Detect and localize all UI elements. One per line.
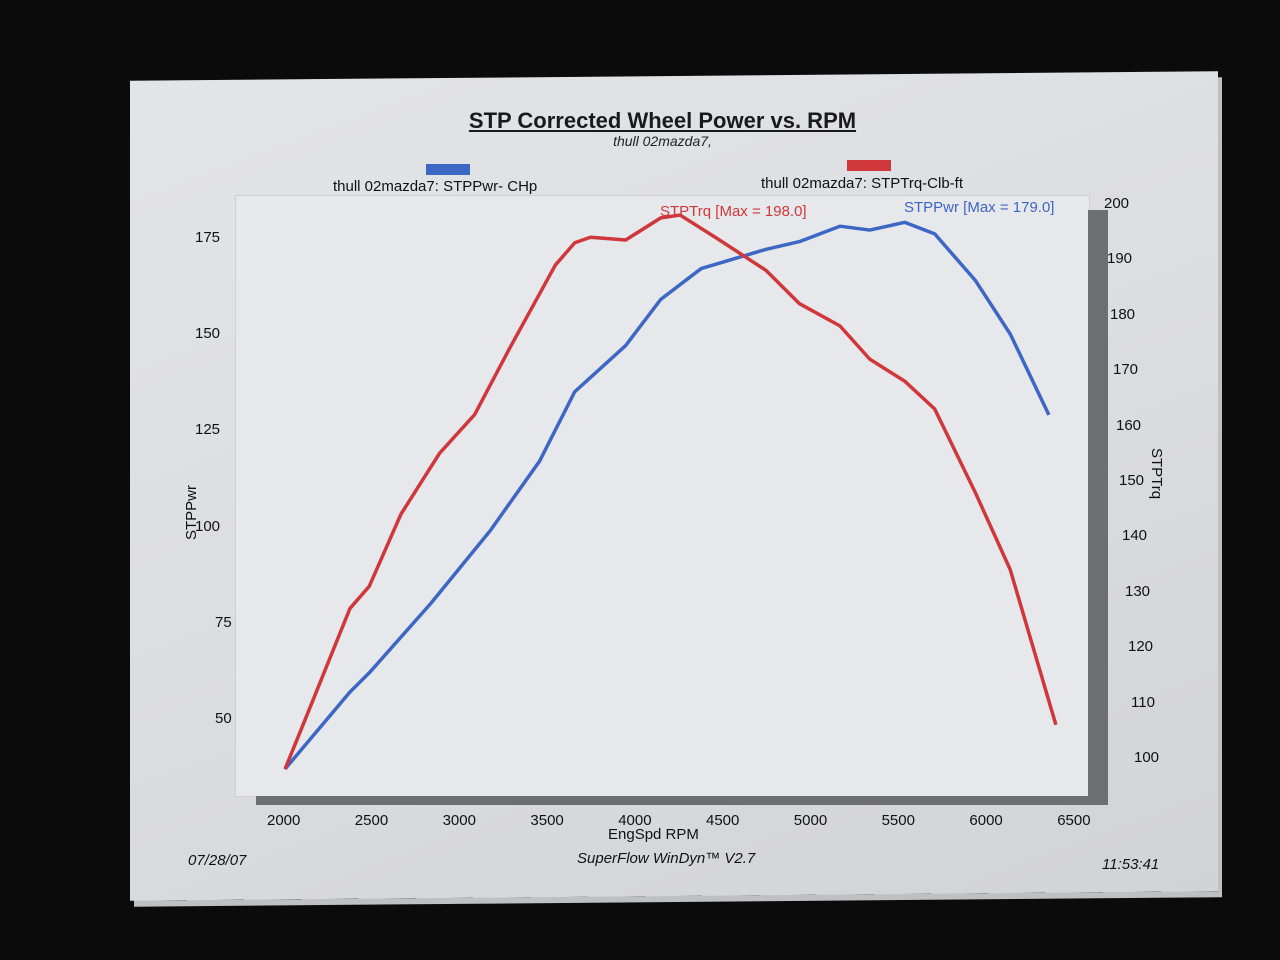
y-right-tick-label: 170 — [1113, 361, 1139, 379]
y-right-tick-label: 140 — [1122, 527, 1148, 545]
legend-swatch-torque — [847, 160, 891, 171]
torque-max-annotation: STPTrq [Max = 198.0] — [660, 203, 807, 220]
chart-title: STP Corrected Wheel Power vs. RPM — [468, 108, 857, 133]
y-left-tick-label: 75 — [215, 613, 232, 631]
y-right-tick-label: 180 — [1110, 305, 1136, 323]
y-right-tick-label: 100 — [1134, 749, 1160, 766]
power-max-annotation: STPPwr [Max = 179.0] — [904, 199, 1055, 216]
y-right-tick-label: 110 — [1131, 693, 1155, 711]
plot-shadow-right — [1088, 210, 1108, 805]
x-tick-label: 2500 — [354, 812, 389, 829]
x-tick-label: 5000 — [793, 812, 828, 829]
y-right-tick-label: 190 — [1107, 250, 1133, 268]
chart-subtitle: thull 02mazda7, — [613, 133, 712, 149]
y-left-tick-label: 50 — [215, 710, 232, 727]
y-left-tick-label: 150 — [195, 325, 221, 342]
x-tick-label: 6500 — [1057, 812, 1091, 829]
footer-time: 11:53:41 — [1102, 856, 1160, 873]
x-tick-label: 2000 — [267, 812, 301, 829]
y-left-tick-label: 125 — [195, 421, 221, 439]
footer-date: 07/28/07 — [188, 852, 247, 869]
x-tick-label: 6000 — [969, 812, 1003, 829]
power-series-line — [283, 220, 1051, 771]
x-tick-label: 5500 — [881, 812, 915, 829]
footer-software: SuperFlow WinDyn™ V2.7 — [577, 850, 756, 867]
y-right-tick-label: 120 — [1128, 638, 1154, 656]
x-tick-label: 4500 — [706, 812, 740, 829]
legend-label-power: thull 02mazda7: STPPwr- CHp — [333, 178, 538, 195]
y-right-tick-label: 150 — [1119, 472, 1145, 489]
x-tick-label: 3500 — [530, 812, 564, 829]
y-left-tick-label: 175 — [195, 228, 221, 246]
torque-series-line — [283, 213, 1058, 770]
y-left-tick-label: 100 — [195, 517, 221, 535]
y-right-tick-label: 130 — [1125, 582, 1151, 600]
y-right-tick-label: 200 — [1104, 195, 1130, 212]
legend-swatch-power — [426, 164, 470, 175]
plot-shadow-bottom — [256, 796, 1108, 805]
y-right-tick-label: 160 — [1116, 416, 1142, 434]
legend-label-torque: thull 02mazda7: STPTrq-Clb-ft — [761, 175, 964, 192]
x-tick-label: 4000 — [618, 812, 652, 829]
x-tick-label: 3000 — [442, 812, 476, 829]
x-axis-label: EngSpd RPM — [608, 826, 699, 843]
